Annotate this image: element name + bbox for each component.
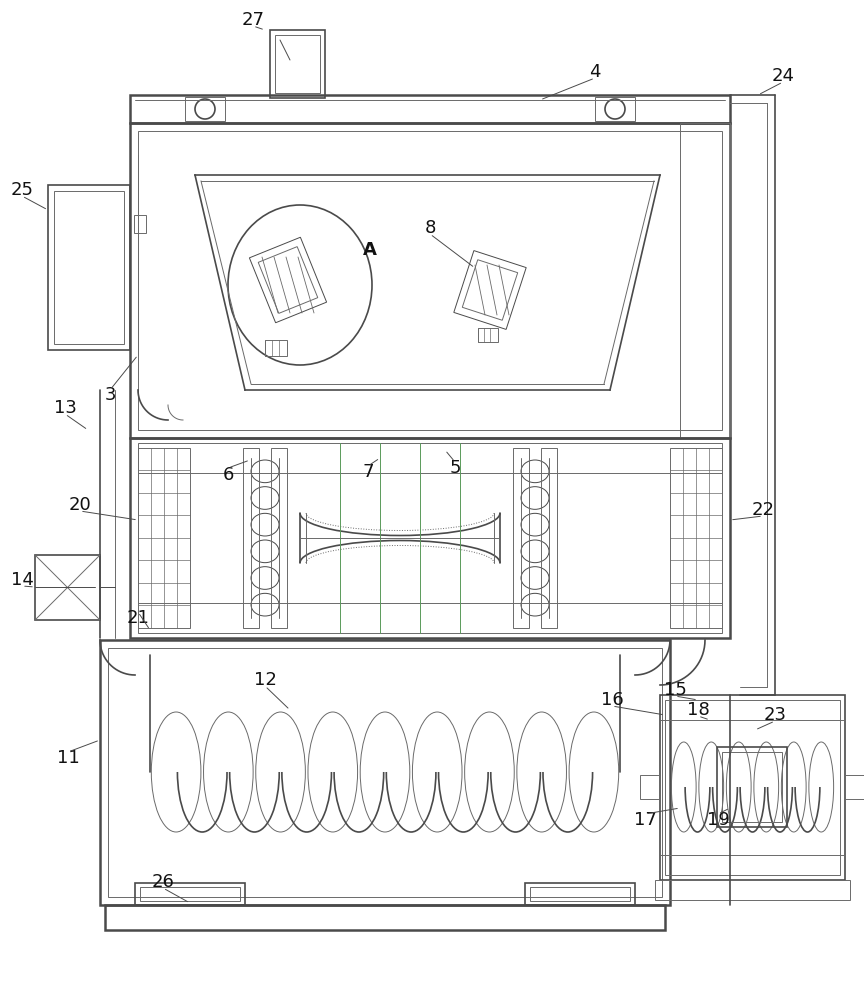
Bar [130, 438, 730, 638]
Bar [541, 448, 557, 628]
Bar [530, 887, 630, 901]
Bar [271, 448, 287, 628]
Bar [670, 448, 722, 628]
Bar [138, 448, 190, 628]
Text: 25: 25 [10, 181, 34, 199]
Bar [138, 131, 722, 430]
Text: 27: 27 [242, 11, 264, 29]
Text: 20: 20 [68, 496, 92, 514]
Bar [665, 700, 840, 875]
Bar [243, 448, 259, 628]
Text: 14: 14 [10, 571, 34, 589]
Text: 13: 13 [54, 399, 76, 417]
Text: 23: 23 [764, 706, 786, 724]
Text: 12: 12 [253, 671, 276, 689]
Bar [134, 215, 146, 233]
Bar [130, 95, 730, 123]
Bar [135, 883, 245, 905]
Text: A: A [363, 241, 377, 259]
Bar [35, 555, 100, 620]
Bar [130, 123, 730, 438]
Text: 11: 11 [57, 749, 79, 767]
Bar [717, 747, 787, 827]
Bar [105, 905, 665, 930]
Bar [54, 191, 124, 344]
Bar [138, 443, 722, 633]
Text: 16: 16 [600, 691, 623, 709]
Text: 15: 15 [664, 681, 686, 699]
Bar [100, 640, 670, 905]
Bar [595, 97, 635, 121]
Text: 17: 17 [633, 811, 657, 829]
Text: 7: 7 [362, 463, 374, 481]
Text: 4: 4 [589, 63, 600, 81]
Bar [513, 448, 529, 628]
Text: 6: 6 [222, 466, 233, 484]
Bar [525, 883, 635, 905]
Text: 3: 3 [105, 386, 116, 404]
Text: 26: 26 [151, 873, 175, 891]
Bar [660, 695, 845, 880]
Text: 5: 5 [449, 459, 461, 477]
Bar [270, 30, 325, 98]
Text: 8: 8 [424, 219, 435, 237]
Text: 19: 19 [707, 811, 729, 829]
Bar [265, 340, 287, 356]
Bar [108, 648, 662, 897]
Bar [655, 880, 850, 900]
Bar [845, 775, 864, 799]
Bar [680, 123, 730, 438]
Bar [722, 752, 782, 822]
Text: 22: 22 [752, 501, 774, 519]
Bar [275, 35, 320, 93]
Text: 18: 18 [687, 701, 709, 719]
Text: 24: 24 [772, 67, 795, 85]
Bar [640, 775, 660, 799]
Bar [140, 887, 240, 901]
Bar [185, 97, 225, 121]
Bar [478, 328, 498, 342]
Bar [48, 185, 130, 350]
Text: 21: 21 [126, 609, 149, 627]
